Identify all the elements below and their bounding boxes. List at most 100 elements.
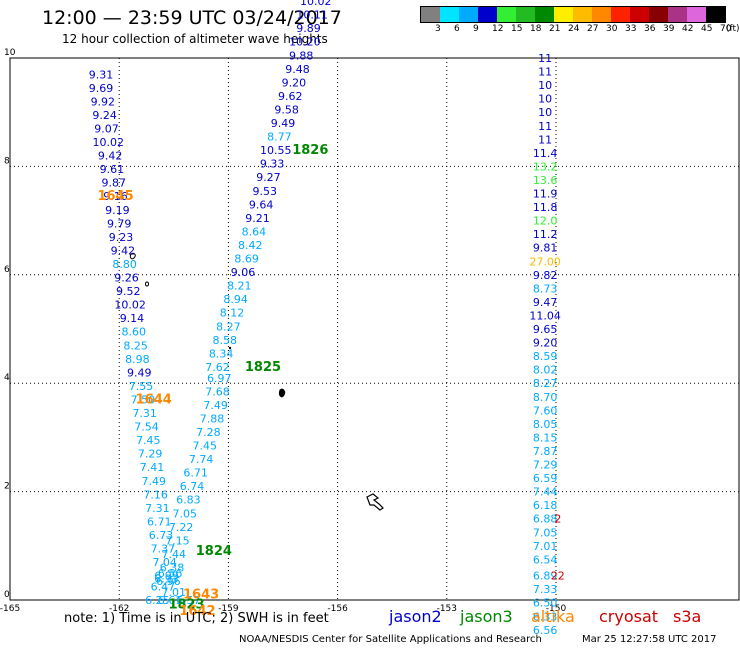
wave-height-value: 10.55 [260,144,292,157]
wave-height-value: 6.57 [176,594,201,607]
wave-height-value: 7.05 [533,526,558,539]
wave-height-value: 7.31 [132,407,157,420]
y-tick-label: 10 [4,48,16,58]
colorbar-label: 39 [663,24,675,34]
wave-height-value: 7.15 [165,534,190,547]
legend-altika: altika [531,607,575,626]
wave-height-value: 6.56 [158,567,183,580]
colorbar-swatches [420,6,726,23]
wave-height-value: 6.47 [151,580,176,593]
wave-height-value: 7.62 [205,361,230,374]
wave-height-value: 9.20 [533,337,558,350]
wave-height-value: 9.24 [92,109,117,122]
colorbar-label: 33 [625,24,637,34]
wave-height-value: 6.38 [160,561,185,574]
wave-height-value: 8.70 [533,391,558,404]
wave-height-value: 8.59 [533,350,558,363]
wave-height-value: 11 [538,133,552,146]
legend-s3a: s3a [673,607,702,626]
colorbar-swatch [706,7,725,22]
wave-height-value: 9.92 [91,95,116,108]
colorbar-swatch [611,7,630,22]
wave-height-value: 9.16 [103,190,128,203]
pass-time-label: 1825 [245,360,281,375]
colorbar-label: 45 [701,24,713,34]
wave-height-value: 6.54 [533,553,558,566]
colorbar-label: 6 [454,24,460,34]
colorbar-swatch [687,7,706,22]
colorbar-swatch [649,7,668,22]
wave-height-value: 8.80 [112,258,137,271]
wave-height-value: 11.4 [533,147,558,160]
wave-height-value: 9.65 [533,323,558,336]
colorbar-label: 70 [720,24,732,34]
colorbar-label: 9 [473,24,479,34]
island-outline [129,252,136,260]
wave-height-value: 9.06 [231,266,256,279]
footer-note: note: 1) Time is in UTC; 2) SWH is in fe… [64,611,329,626]
wave-height-value: 7.44 [533,486,558,499]
wave-height-value: 6.99 [154,570,179,583]
wave-height-value: 11.9 [533,188,558,201]
wave-height-value: 9.64 [249,198,274,211]
wave-height-value: 9.49 [271,117,296,130]
wave-height-value: 8.27 [533,377,558,390]
wave-height-value: 7.60 [533,404,558,417]
pass-time-label: 1645 [97,189,133,204]
wave-height-value: 10.20 [289,36,321,49]
wave-height-value: 9.49 [127,366,152,379]
figure-title: 12:00 — 23:59 UTC 03/24/2017 [42,7,342,29]
wave-height-value: 7.45 [192,440,217,453]
wave-height-value: 27.00 [529,255,561,268]
wave-height-value: 6.59 [533,472,558,485]
island-outline [145,281,149,287]
wave-height-value: 7.05 [172,507,197,520]
colorbar: 3 6 9 12 15 18 21 24 27 30 33 36 39 42 45 70 (ft) [420,6,740,40]
wave-height-value: 7.04 [152,556,177,569]
wave-height-value: 11.8 [533,201,558,214]
wave-height-value: 10.02 [300,0,332,8]
wave-height-value: 8.15 [533,431,558,444]
colorbar-label: 15 [511,24,523,34]
wave-height-value: 9.26 [114,272,139,285]
wave-height-value: 9.42 [111,244,136,257]
wave-height-value: 9.21 [245,212,270,225]
wave-height-value: 13.2 [533,160,558,173]
colorbar-label: 12 [492,24,504,34]
colorbar-label: 24 [568,24,580,34]
wave-height-value: 7.50 [131,393,156,406]
colorbar-swatch [421,7,440,22]
colorbar-label: 30 [606,24,618,34]
pass-time-label: 1643 [183,588,219,603]
wave-height-value: 6.71 [147,515,172,528]
colorbar-swatch [668,7,687,22]
legend-jason3: jason3 [460,607,513,626]
wave-height-value: 9.58 [274,103,299,116]
colorbar-label: 18 [530,24,542,34]
colorbar-swatch [592,7,611,22]
pass-time-label: 1823 [168,597,204,612]
colorbar-label: 36 [644,24,656,34]
wave-height-value: 11.2 [533,228,558,241]
y-tick-label: 0 [4,590,10,600]
wave-height-value: 9.42 [98,150,123,163]
wave-height-value: 9.88 [289,49,314,62]
wave-height-value: 7.44 [162,548,187,561]
wave-height-value: 6.56 [533,624,558,637]
wave-height-value: 8.94 [223,293,248,306]
wave-height-value: 8.42 [238,239,263,252]
wave-height-value: 8.64 [242,225,267,238]
wave-height-value: 7.29 [533,459,558,472]
wave-height-value: 6.74 [180,480,205,493]
wave-height-value: 7.22 [169,521,194,534]
wave-height-value: 10.11 [296,9,328,22]
wave-height-value: 9.19 [105,204,130,217]
wave-height-value: 10 [538,93,552,106]
legend-cryosat: cryosat [599,607,659,626]
colorbar-label: 27 [587,24,599,34]
wave-height-value: 7.41 [140,461,165,474]
wave-height-value: 8.25 [123,339,148,352]
wave-height-value: 7.88 [200,412,225,425]
wave-height-value: 11 [538,120,552,133]
